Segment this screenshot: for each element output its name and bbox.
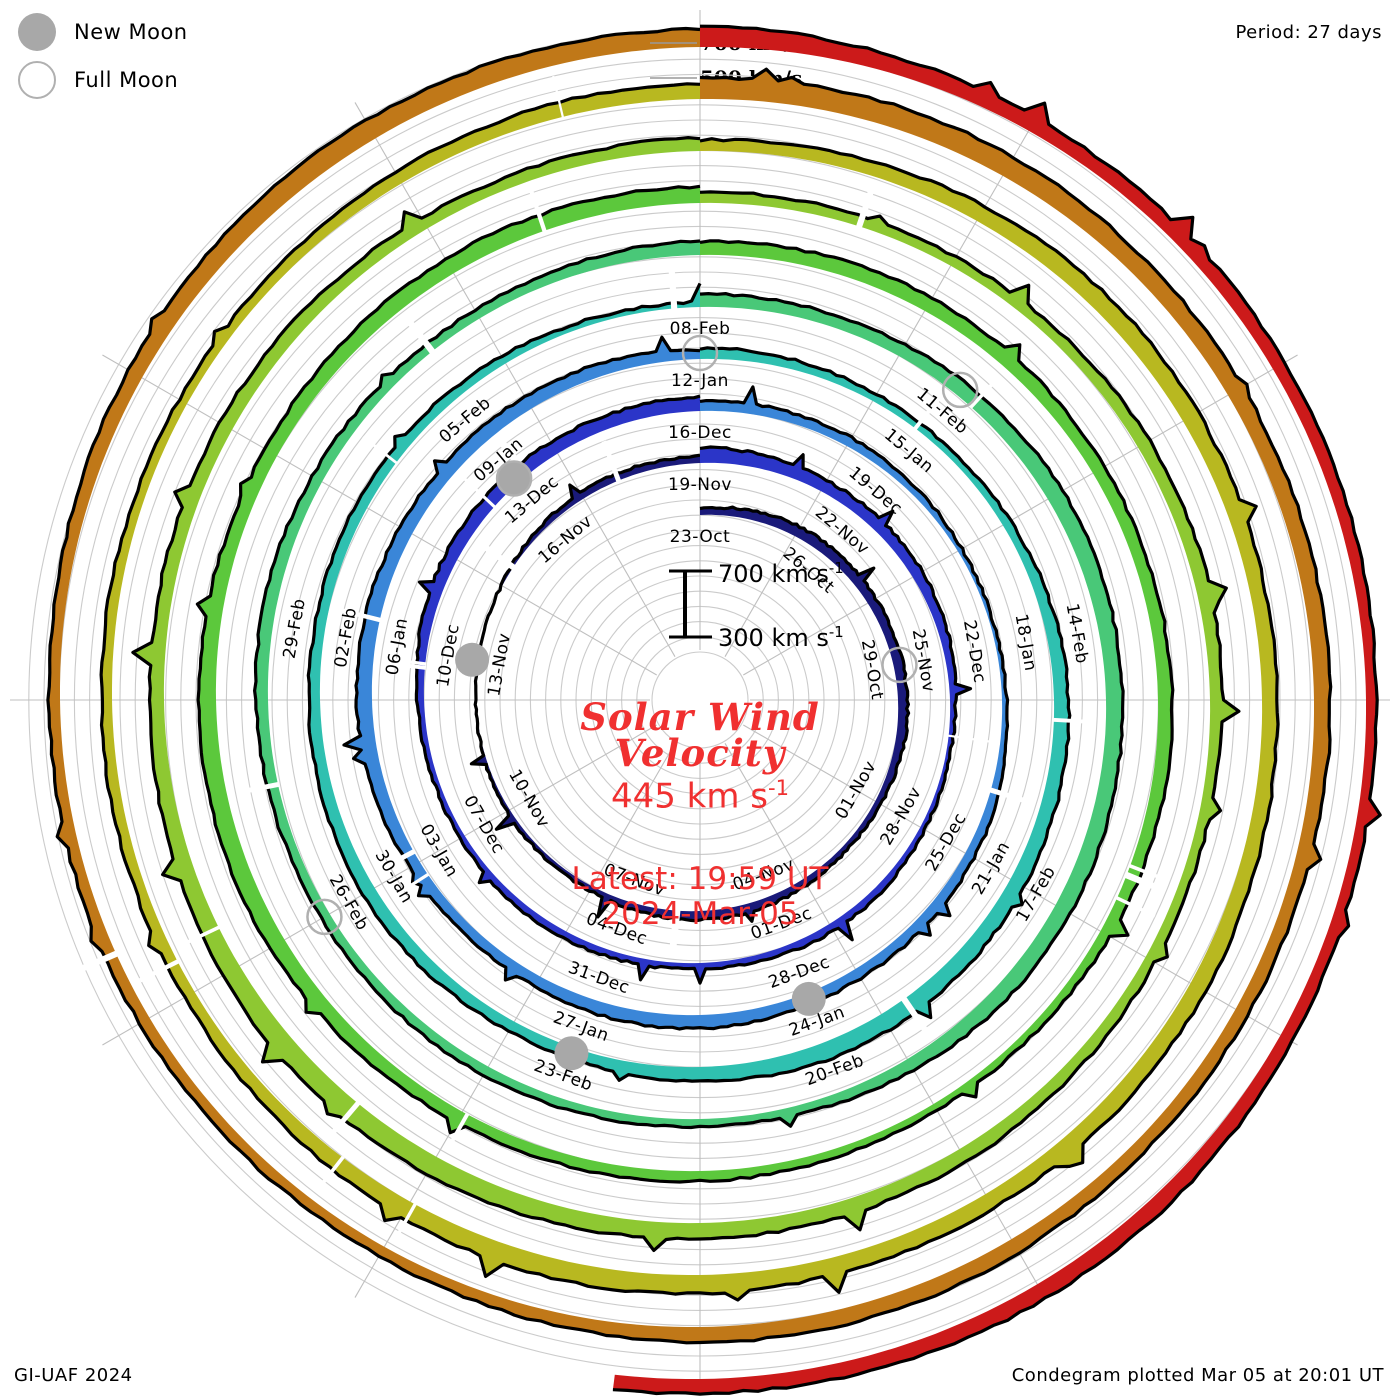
new-moon-marker-icon xyxy=(791,981,826,1016)
moon-phase-legend: New Moon Full Moon xyxy=(18,8,188,104)
data-gap xyxy=(462,476,497,509)
velocity-trace xyxy=(342,335,1010,1031)
data-gap xyxy=(900,996,931,1036)
plot-timestamp: Condegram plotted Mar 05 at 20:01 UT xyxy=(1011,1365,1384,1386)
full-moon-icon xyxy=(18,61,56,99)
data-gap xyxy=(383,656,427,666)
data-gap xyxy=(855,185,876,229)
spiral-date-label: 25-Nov xyxy=(908,627,939,693)
moon-markers xyxy=(306,334,979,1071)
spiral-date-label: 13-Nov xyxy=(484,631,515,697)
new-moon-icon xyxy=(18,13,56,51)
data-gap xyxy=(338,607,382,623)
data-gap xyxy=(328,1100,361,1137)
new-moon-marker-icon xyxy=(554,1036,589,1071)
new-moon-marker-icon xyxy=(455,642,490,677)
velocity-trace xyxy=(131,136,1241,1252)
spiral-date-label: 12-Jan xyxy=(671,371,729,391)
legend-item-new-moon: New Moon xyxy=(18,8,188,56)
data-gap xyxy=(969,374,1001,409)
velocity-trace xyxy=(99,82,1280,1302)
data-gap xyxy=(1052,717,1096,725)
data-gap xyxy=(391,872,430,899)
data-gap xyxy=(315,1155,345,1192)
legend-label-full-moon: Full Moon xyxy=(74,68,179,92)
data-gap xyxy=(1124,871,1167,895)
velocity-trace xyxy=(612,24,1382,1396)
spiral-date-label: 07-Nov xyxy=(601,860,668,901)
spiral-date-label: 19-Nov xyxy=(668,475,732,495)
data-gap xyxy=(382,660,427,670)
data-gap xyxy=(477,540,516,571)
spiral-date-label: 23-Oct xyxy=(670,527,731,547)
velocity-trace xyxy=(253,239,1125,1130)
spiral-date-label: 22-Dec xyxy=(959,619,990,685)
data-gap xyxy=(179,925,221,948)
data-gap xyxy=(236,781,280,796)
full-moon-marker-icon xyxy=(881,646,918,684)
data-gap xyxy=(1128,863,1170,883)
velocity-bands xyxy=(46,24,1382,1396)
spiral-date-label: 16-Dec xyxy=(668,423,732,443)
data-gap xyxy=(552,75,565,119)
data-gap xyxy=(913,394,943,431)
velocity-band xyxy=(47,28,1331,1343)
data-gap xyxy=(404,316,436,355)
data-gap xyxy=(989,787,1032,805)
data-gap xyxy=(392,1202,418,1242)
velocity-trace xyxy=(46,26,1333,1345)
full-moon-marker-icon xyxy=(681,334,719,372)
data-gap xyxy=(669,909,681,953)
spiral-date-label: 31-Dec xyxy=(565,958,632,999)
spiral-date-label: 18-Jan xyxy=(1011,612,1041,673)
data-gap xyxy=(375,848,416,874)
rotation-period-label: Period: 27 days xyxy=(1235,22,1382,43)
legend-item-full-moon: Full Moon xyxy=(18,56,188,104)
data-gap xyxy=(362,435,398,465)
full-moon-marker-icon xyxy=(306,898,343,936)
new-moon-marker-icon xyxy=(497,461,532,496)
data-gap xyxy=(668,266,678,310)
data-gap xyxy=(76,950,119,974)
full-moon-marker-icon xyxy=(941,371,979,409)
data-gap xyxy=(444,1112,470,1152)
velocity-trace xyxy=(306,282,1072,1083)
legend-label-new-moon: New Moon xyxy=(74,20,188,44)
data-gap xyxy=(947,734,991,743)
velocity-trace xyxy=(414,394,973,985)
data-gap xyxy=(601,440,622,483)
velocity-trace xyxy=(195,184,1175,1184)
axis-leader-lines xyxy=(650,42,697,79)
institution-credit: GI-UAF 2024 xyxy=(14,1365,133,1386)
spiral-date-label: 02-Feb xyxy=(331,606,361,669)
data-gap xyxy=(529,190,547,233)
data-gap xyxy=(139,959,180,983)
spiral-date-label: 08-Feb xyxy=(670,319,731,339)
data-gap xyxy=(1115,896,1156,918)
velocity-trace xyxy=(469,453,911,923)
full-moon-marker-icon xyxy=(495,460,533,497)
